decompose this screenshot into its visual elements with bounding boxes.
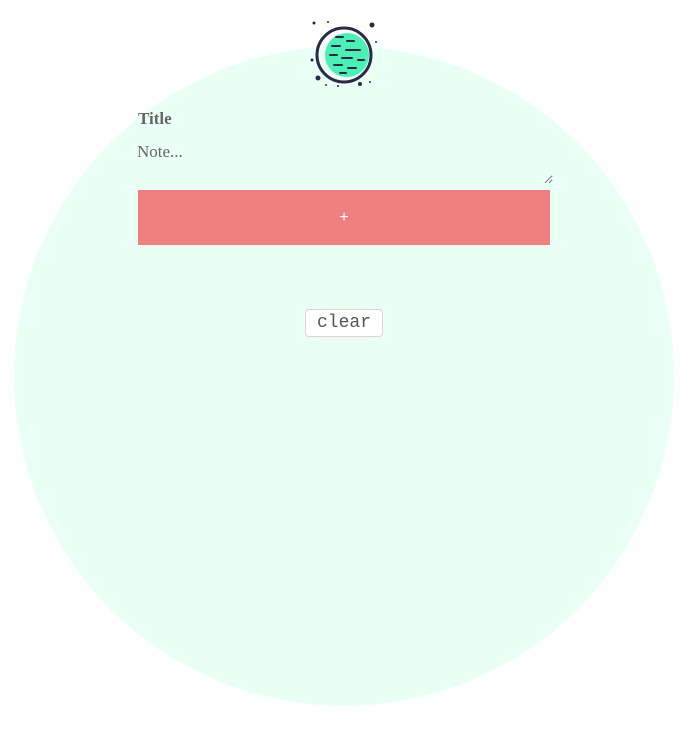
note-form: + — [137, 106, 553, 245]
note-textarea[interactable] — [137, 142, 553, 184]
title-input[interactable] — [138, 106, 550, 132]
clear-button[interactable]: clear — [305, 309, 383, 337]
planet-icon — [310, 21, 377, 87]
add-note-button[interactable]: + — [138, 190, 550, 245]
